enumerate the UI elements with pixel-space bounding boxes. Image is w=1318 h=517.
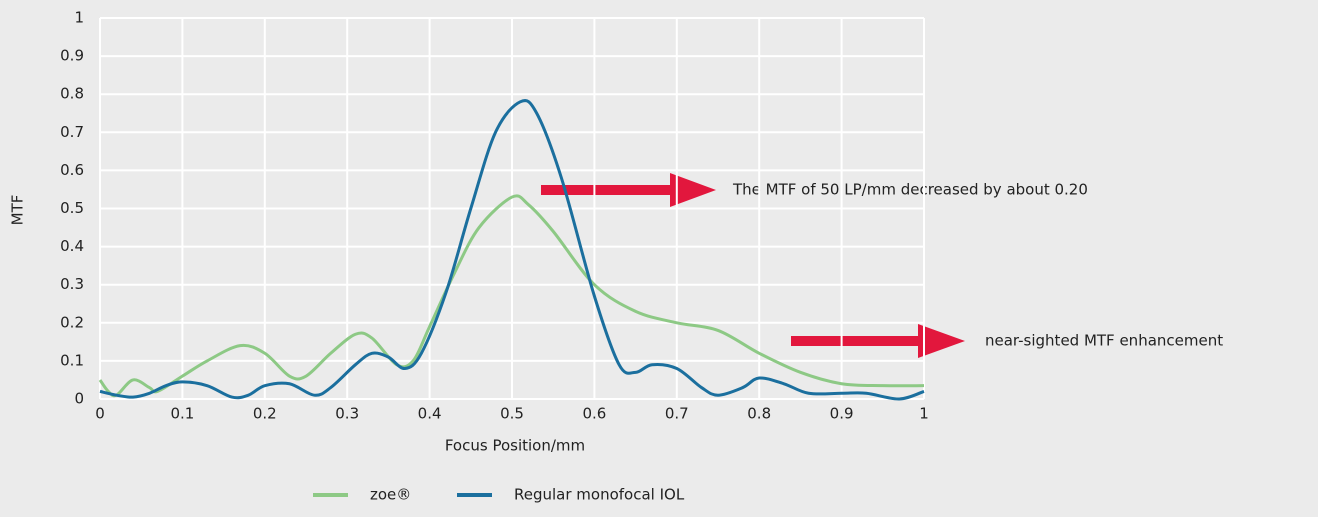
x-tick-label: 0.1: [170, 405, 194, 423]
x-tick-label: 0.4: [418, 405, 442, 423]
y-tick-label: 0.5: [60, 199, 84, 217]
y-tick-label: 1: [74, 9, 84, 27]
x-tick-label: 0.6: [582, 405, 606, 423]
x-tick-label: 0: [95, 405, 105, 423]
annotation-arrow: [791, 324, 965, 358]
annotation-arrow: [541, 173, 716, 207]
x-tick-label: 0.2: [253, 405, 277, 423]
x-tick-label: 0.7: [665, 405, 689, 423]
y-tick-label: 0: [74, 390, 84, 408]
y-tick-label: 0.3: [60, 275, 84, 293]
y-tick-label: 0.9: [60, 47, 84, 65]
x-tick-label: 0.9: [830, 405, 854, 423]
annotation: The MTF of 50 LP/mm decreased by about 0…: [732, 181, 1088, 199]
legend-label: Regular monofocal IOL: [514, 486, 685, 504]
annotation: near-sighted MTF enhancement: [985, 332, 1223, 350]
y-tick-label: 0.6: [60, 161, 84, 179]
x-tick-label: 1: [919, 405, 929, 423]
x-tick-label: 0.3: [335, 405, 359, 423]
legend-label: zoe®: [370, 486, 411, 504]
x-tick-label: 0.5: [500, 405, 524, 423]
x-axis-label: Focus Position/mm: [445, 437, 585, 455]
y-tick-label: 0.4: [60, 237, 84, 255]
y-tick-label: 0.2: [60, 313, 84, 331]
line: [99, 98, 925, 401]
y-tick-label: 0.1: [60, 351, 84, 369]
y-axis-label: MTF: [9, 195, 27, 226]
line: [98, 194, 925, 398]
x-tick-label: 0.8: [747, 405, 771, 423]
y-tick-label: 0.8: [60, 85, 84, 103]
y-tick-label: 0.7: [60, 123, 84, 141]
